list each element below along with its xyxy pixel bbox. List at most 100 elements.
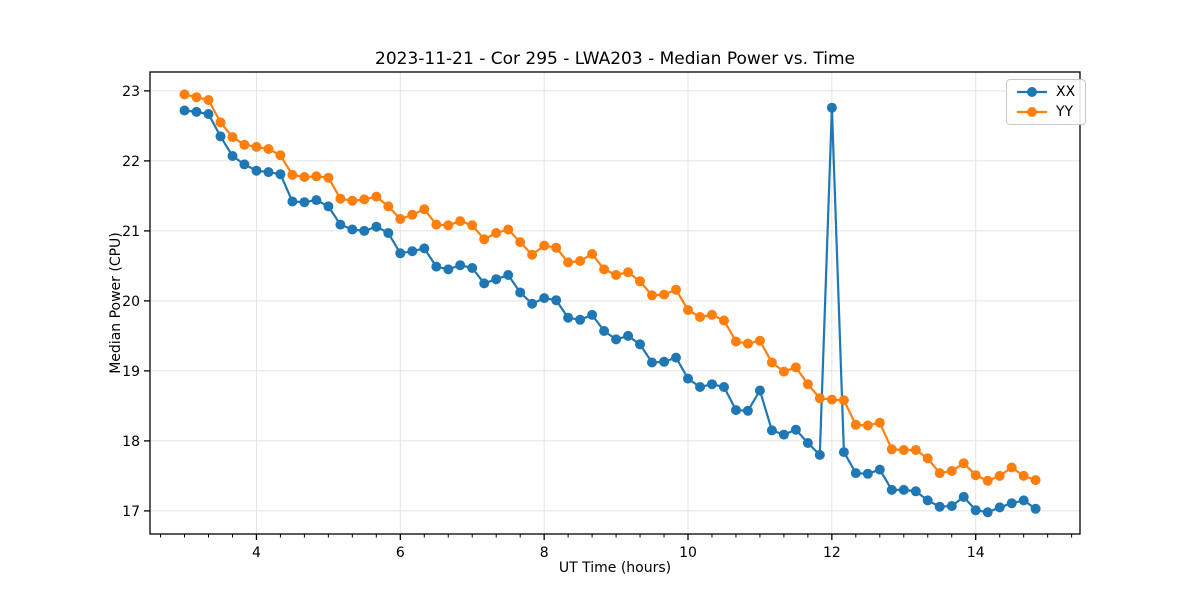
axes-box (149, 71, 1081, 535)
data-point-yy (946, 466, 957, 476)
data-point-xx (359, 225, 370, 236)
data-point-xx (611, 334, 622, 345)
data-point-yy (838, 395, 849, 406)
data-point-xx (311, 195, 322, 206)
y-tick-label: 22 (122, 154, 140, 170)
y-axis-label: Median Power (CPU) (108, 232, 124, 374)
data-point-xx (982, 507, 993, 518)
data-point-xx (922, 495, 933, 506)
data-point-xx (551, 295, 562, 306)
data-point-xx (563, 312, 574, 323)
data-point-xx (695, 382, 705, 392)
data-point-yy (587, 249, 598, 259)
data-point-xx (934, 501, 945, 512)
data-point-yy (515, 237, 526, 248)
data-point-xx (383, 228, 394, 238)
data-point-yy (970, 470, 981, 481)
data-point-yy (431, 219, 442, 230)
data-point-yy (994, 470, 1005, 481)
data-point-yy (263, 144, 274, 154)
data-point-xx (443, 264, 454, 275)
data-point-xx (431, 261, 442, 272)
data-point-xx (287, 196, 298, 207)
data-point-yy (443, 220, 454, 231)
data-point-yy (287, 169, 298, 180)
data-point-xx (802, 438, 813, 448)
data-point-yy (191, 92, 202, 103)
data-point-xx (731, 405, 741, 416)
data-point-xx (790, 424, 801, 435)
data-point-xx (635, 339, 645, 350)
data-point-yy (719, 315, 729, 326)
data-point-yy (958, 458, 969, 469)
data-point-xx (958, 491, 969, 502)
data-point-yy (635, 276, 645, 287)
y-tick-label: 20 (122, 294, 140, 310)
data-point-yy (467, 220, 478, 231)
data-point-yy (479, 234, 490, 245)
data-point-xx (778, 429, 789, 440)
data-point-yy (623, 267, 634, 278)
data-point-xx (742, 405, 753, 416)
data-point-yy (910, 445, 921, 455)
data-point-xx (587, 309, 598, 320)
data-point-xx (1006, 498, 1017, 509)
data-point-yy (934, 468, 945, 479)
data-point-xx (850, 468, 861, 479)
data-point-yy (527, 249, 538, 260)
data-point-yy (922, 453, 933, 464)
data-point-xx (491, 274, 502, 285)
data-point-yy (227, 132, 238, 143)
data-point-xx (419, 243, 430, 254)
data-point-xx (946, 501, 957, 511)
data-point-xx (407, 246, 418, 257)
data-point-xx (575, 314, 586, 325)
x-tick-label: 6 (396, 545, 405, 561)
data-point-xx (647, 357, 657, 368)
y-tick-label: 18 (122, 434, 140, 450)
y-tick-label: 23 (122, 84, 140, 100)
data-point-xx (467, 263, 478, 273)
data-point-yy (215, 117, 226, 128)
data-point-xx (623, 330, 634, 341)
data-point-xx (754, 385, 765, 396)
data-point-yy (539, 240, 550, 251)
data-point-yy (311, 171, 322, 182)
data-point-xx (814, 449, 825, 460)
data-point-xx (826, 102, 837, 113)
data-point-xx (263, 167, 274, 178)
data-point-xx (503, 270, 514, 280)
data-point-yy (323, 172, 334, 183)
data-point-xx (659, 356, 670, 367)
data-point-yy (814, 393, 825, 404)
data-point-yy (455, 216, 466, 227)
data-point-yy (778, 366, 789, 377)
data-point-yy (395, 214, 406, 224)
y-tick-label: 17 (122, 504, 140, 520)
data-point-yy (659, 289, 670, 300)
data-point-xx (719, 382, 729, 392)
data-point-yy (695, 312, 705, 322)
data-point-yy (275, 150, 286, 161)
data-point-xx (479, 278, 490, 289)
data-point-yy (742, 338, 753, 349)
x-axis-label: UT Time (hours) (558, 560, 672, 576)
data-point-xx (910, 486, 921, 497)
data-point-yy (754, 335, 765, 346)
data-point-xx (1018, 495, 1029, 506)
x-tick-label: 8 (540, 545, 549, 561)
data-point-xx (898, 484, 909, 495)
data-point-yy (862, 420, 873, 431)
y-tick-label: 21 (122, 224, 140, 240)
data-point-xx (994, 502, 1005, 513)
data-point-yy (179, 89, 190, 100)
data-point-yy (383, 201, 394, 212)
series-xx-markers (179, 102, 1041, 518)
data-point-yy (599, 264, 610, 275)
x-tick-label: 4 (252, 545, 261, 561)
data-point-yy (671, 284, 681, 295)
data-point-xx (179, 105, 190, 116)
data-point-yy (1018, 470, 1029, 481)
data-point-xx (239, 159, 250, 170)
